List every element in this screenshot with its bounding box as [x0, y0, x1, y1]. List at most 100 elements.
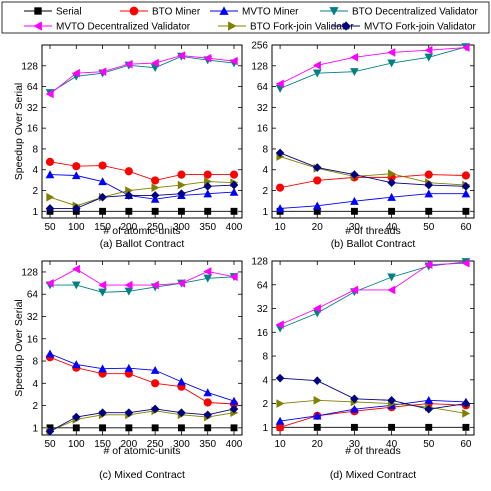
data-point-serial [99, 207, 107, 215]
data-point-mvto-fork-join-validator [203, 182, 213, 191]
data-point-mvto-miner [350, 196, 359, 205]
x-tick-label: 100 [68, 222, 85, 233]
y-tick-label: 1 [262, 207, 268, 218]
data-point-bto-miner [151, 176, 160, 185]
y-tick-label: 32 [27, 312, 39, 323]
data-point-serial [350, 207, 358, 215]
data-point-mvto-fork-join-validator [177, 408, 186, 418]
series-serial [276, 423, 470, 431]
legend-label-mvto-fork-join-validator: MVTO Fork-join Validator [364, 22, 477, 33]
y-tick-label: 1 [32, 207, 38, 218]
data-point-mvto-miner [229, 396, 239, 405]
data-point-mvto-decentralized-validator [177, 278, 186, 288]
data-point-serial [151, 207, 159, 215]
data-point-mvto-decentralized-validator [98, 67, 107, 77]
data-point-bto-miner [98, 161, 107, 170]
series-line-bto-miner [49, 161, 234, 181]
y-tick-label: 2 [32, 186, 38, 197]
legend-label-bto-decentralized-validator: BTO Decentralized Validator [352, 7, 478, 18]
series-line-bto-miner [279, 403, 466, 428]
x-tick-label: 250 [147, 439, 164, 450]
legend-marker-bto-decentralized-validator [329, 7, 339, 16]
legend-marker-serial [34, 7, 42, 15]
data-point-mvto-decentralized-validator [45, 89, 54, 99]
data-point-mvto-miner [424, 396, 434, 404]
plot-frame [41, 260, 243, 436]
legend-label-serial: Serial [56, 7, 82, 18]
x-tick-label: 400 [226, 439, 243, 450]
data-point-mvto-fork-join-validator [350, 394, 359, 404]
data-point-mvto-fork-join-validator [387, 396, 396, 405]
series-line-bto-fork-join-validator [49, 410, 235, 432]
x-tick-label: 50 [423, 439, 435, 450]
data-point-bto-miner [275, 423, 285, 432]
legend-box [1, 1, 490, 34]
data-point-bto-decentralized-validator [98, 288, 107, 297]
plot-frame [41, 44, 243, 219]
data-point-mvto-fork-join-validator [424, 404, 434, 414]
series-mvto-decentralized-validator [275, 43, 470, 89]
data-point-mvto-fork-join-validator [350, 170, 359, 179]
x-axis-label: # of threads [345, 225, 400, 237]
data-point-mvto-decentralized-validator [203, 267, 212, 276]
series-line-mvto-fork-join-validator [279, 152, 466, 187]
legend-marker-bto-miner [129, 6, 139, 16]
data-point-mvto-decentralized-validator [150, 280, 159, 290]
x-tick-label: 200 [121, 222, 138, 233]
data-point-bto-miner [151, 379, 160, 388]
data-point-bto-miner [72, 162, 81, 171]
x-tick-label: 250 [147, 222, 164, 233]
y-tick-label: 16 [27, 124, 39, 135]
x-axis-label: # of atomic-units [103, 445, 180, 457]
data-point-serial [72, 424, 80, 432]
series-bto-decentralized-validator [275, 258, 471, 333]
series-bto-decentralized-validator [275, 43, 471, 93]
data-point-bto-decentralized-validator [203, 274, 213, 283]
data-point-mvto-miner [71, 171, 81, 180]
data-point-mvto-fork-join-validator [45, 204, 55, 213]
series-mvto-miner [275, 396, 471, 425]
data-point-mvto-decentralized-validator [229, 272, 238, 282]
x-tick-label: 10 [275, 222, 287, 233]
x-axis-label: # of atomic-units [103, 225, 180, 237]
x-tick-label: 50 [423, 222, 435, 233]
data-point-mvto-fork-join-validator [150, 404, 160, 414]
data-point-mvto-fork-join-validator [461, 399, 471, 408]
series-line-bto-fork-join-validator [279, 156, 466, 186]
data-point-serial [462, 423, 470, 431]
series-mvto-fork-join-validator [275, 373, 471, 414]
series-line-mvto-fork-join-validator [280, 377, 466, 410]
data-point-mvto-miner [312, 411, 322, 420]
y-tick-label: 128 [21, 61, 38, 72]
data-point-mvto-miner [98, 364, 107, 373]
series-line-mvto-decentralized-validator [49, 55, 235, 95]
data-point-bto-miner [203, 170, 212, 179]
series-mvto-miner [45, 349, 239, 405]
data-point-mvto-fork-join-validator [124, 408, 134, 418]
x-tick-label: 60 [460, 222, 472, 233]
data-point-mvto-fork-join-validator [275, 373, 285, 383]
x-tick-label: 30 [349, 439, 361, 450]
data-point-mvto-miner [98, 177, 107, 186]
series-line-mvto-decentralized-validator [279, 47, 466, 85]
data-point-bto-miner [275, 183, 285, 192]
data-point-bto-decentralized-validator [387, 59, 396, 68]
series-mvto-miner [275, 189, 471, 213]
data-point-bto-decentralized-validator [424, 53, 434, 62]
panel-caption: (d) Mixed Contract [330, 469, 416, 481]
series-line-bto-miner [279, 174, 466, 189]
data-point-bto-fork-join-validator [46, 192, 55, 202]
y-tick-label: 2 [262, 186, 268, 197]
series-bto-miner [45, 353, 239, 409]
data-point-bto-fork-join-validator [177, 180, 186, 190]
y-tick-label: 64 [27, 82, 39, 93]
series-line-bto-fork-join-validator [49, 181, 235, 207]
data-point-mvto-decentralized-validator [229, 56, 238, 66]
x-tick-label: 60 [460, 439, 472, 450]
data-point-mvto-miner [350, 404, 359, 413]
data-point-mvto-decentralized-validator [150, 58, 159, 68]
y-tick-label: 16 [257, 328, 269, 339]
data-point-mvto-miner [177, 377, 186, 386]
data-point-mvto-fork-join-validator [312, 163, 322, 172]
